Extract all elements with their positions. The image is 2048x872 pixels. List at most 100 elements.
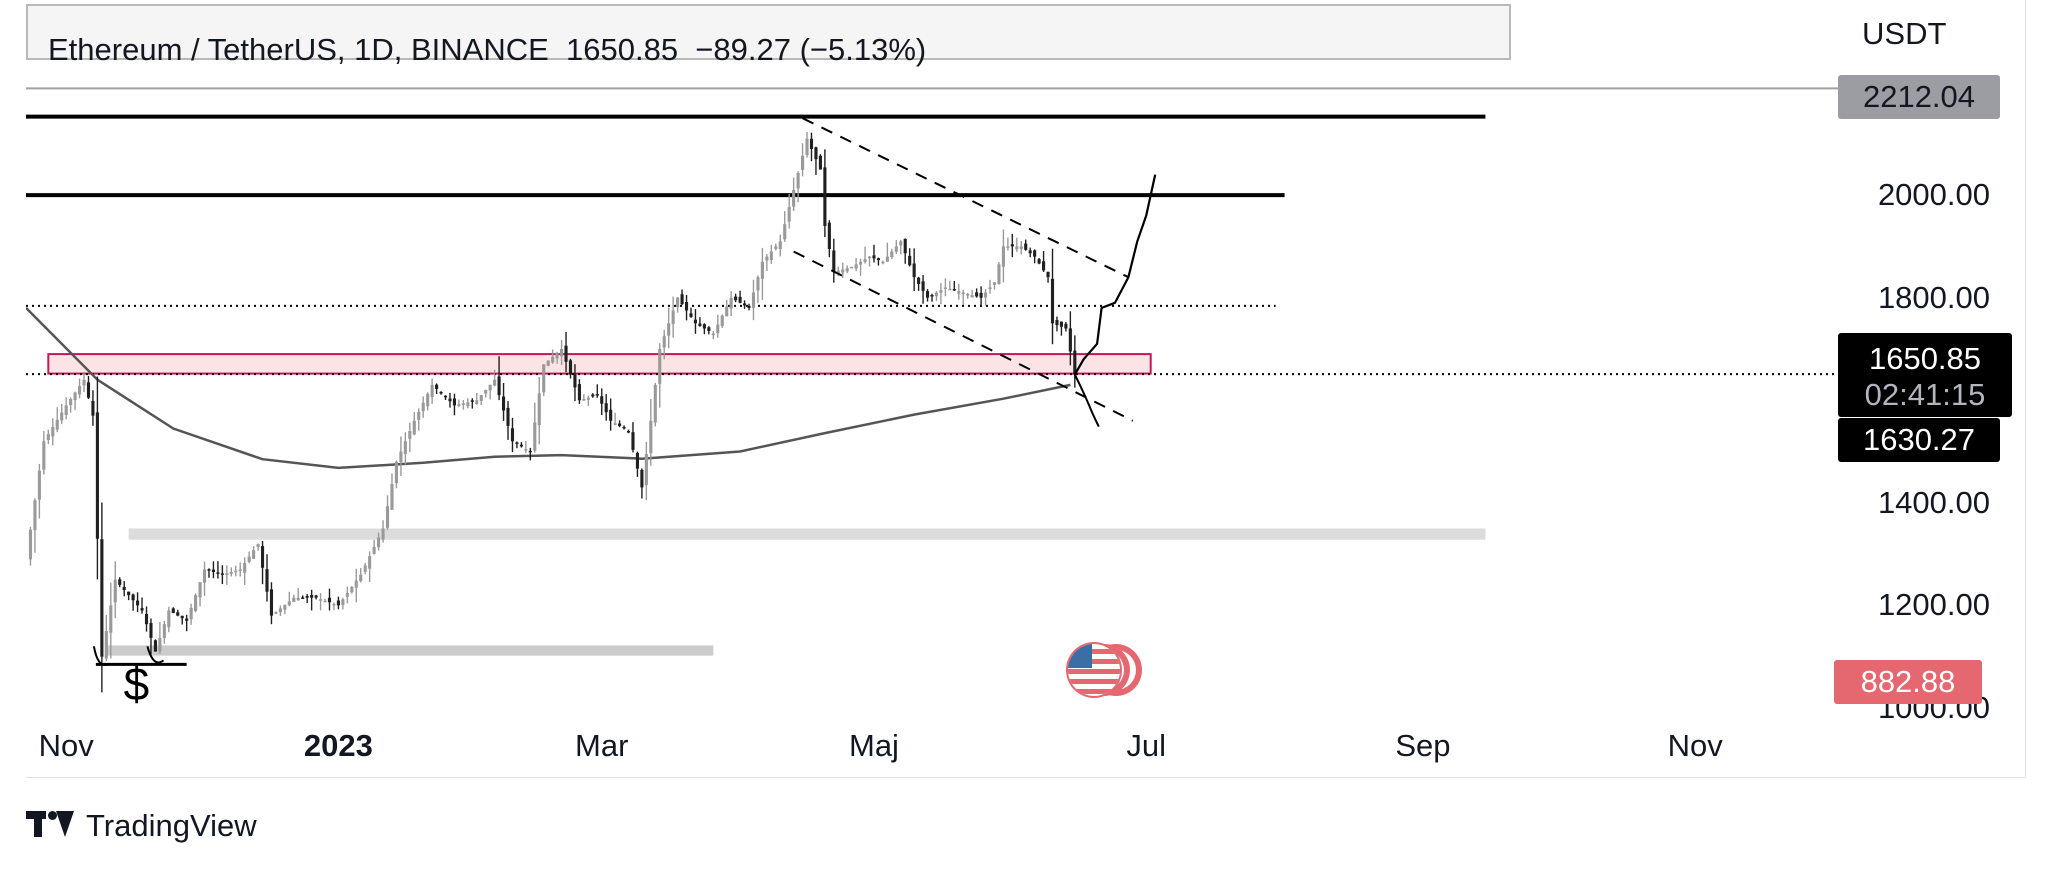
- candle: [524, 441, 528, 454]
- candle: [77, 378, 82, 399]
- candle: [622, 425, 626, 430]
- candle-body: [635, 452, 640, 469]
- candle: [318, 593, 323, 611]
- candle-body: [823, 167, 827, 226]
- candle-body: [149, 623, 153, 638]
- candle: [207, 568, 211, 578]
- candle-body: [448, 398, 452, 402]
- candle: [676, 296, 680, 313]
- projection-path: [1073, 174, 1157, 376]
- candle-body: [479, 395, 483, 401]
- candle-body: [497, 376, 501, 396]
- candle-body: [1015, 246, 1019, 250]
- candle: [850, 266, 854, 269]
- candle: [377, 532, 381, 551]
- candle: [680, 289, 684, 306]
- candle: [171, 607, 175, 614]
- candle-body: [122, 586, 126, 590]
- candle: [131, 593, 135, 611]
- candle: [890, 248, 894, 259]
- candle-body: [252, 550, 256, 559]
- candle-body: [676, 297, 680, 308]
- candle: [809, 132, 814, 162]
- candle-body: [256, 543, 260, 547]
- candle-body: [729, 297, 733, 309]
- candle: [287, 591, 291, 607]
- candle-body: [368, 556, 372, 569]
- candle: [149, 618, 153, 655]
- candle: [635, 451, 640, 477]
- candle-body: [310, 594, 314, 598]
- candle-body: [292, 597, 296, 602]
- candle-body: [939, 290, 943, 293]
- candle-body: [104, 631, 108, 659]
- candle-body: [805, 138, 809, 155]
- candle-body: [577, 384, 581, 401]
- symbol-legend[interactable]: Ethereum / TetherUS, 1D, BINANCE 1650.85…: [26, 4, 1511, 67]
- candle-body: [314, 595, 318, 598]
- candle: [756, 275, 760, 304]
- candle-body: [769, 251, 773, 261]
- candle-body: [37, 470, 41, 500]
- candle: [323, 598, 327, 603]
- candle-body: [975, 292, 979, 297]
- candle-body: [283, 604, 287, 610]
- candle-body: [680, 294, 684, 305]
- candle-body: [560, 348, 564, 357]
- tradingview-logo[interactable]: TradingView: [26, 806, 257, 846]
- candle-body: [354, 580, 358, 588]
- candle-body: [836, 270, 840, 274]
- candle: [948, 280, 952, 291]
- candle: [359, 568, 363, 583]
- candle-body: [109, 605, 113, 633]
- candle: [229, 567, 233, 577]
- candle: [345, 586, 349, 604]
- candle: [827, 220, 831, 258]
- candle-body: [760, 261, 764, 279]
- candle: [742, 300, 747, 309]
- dollar-annotation: $: [123, 658, 150, 711]
- candle: [95, 376, 99, 580]
- candle: [461, 400, 465, 410]
- candle: [327, 588, 332, 611]
- candle-body: [336, 600, 340, 606]
- candle: [975, 288, 979, 298]
- candle: [783, 211, 787, 242]
- candle: [457, 399, 461, 408]
- candle: [73, 391, 77, 411]
- candle: [408, 422, 412, 453]
- candle-body: [671, 310, 675, 325]
- candle: [1024, 239, 1028, 251]
- candle: [283, 604, 287, 615]
- candle: [113, 561, 117, 619]
- candle: [435, 383, 439, 395]
- candle: [60, 403, 64, 424]
- candle-body: [64, 405, 68, 415]
- candle: [894, 240, 898, 255]
- candle-body: [796, 172, 800, 189]
- candle: [1010, 233, 1014, 258]
- candle: [305, 594, 309, 604]
- candle-body: [1059, 321, 1063, 327]
- candle-body: [961, 292, 965, 295]
- candle-body: [136, 600, 140, 606]
- candle: [430, 378, 434, 404]
- candle: [698, 317, 702, 327]
- candle-body: [95, 412, 99, 539]
- candle: [577, 379, 581, 404]
- bar-countdown: 02:41:15: [1864, 377, 1986, 412]
- candle: [51, 418, 55, 446]
- candle: [961, 289, 965, 305]
- candle-body: [992, 282, 997, 285]
- candle: [823, 149, 827, 238]
- candle: [560, 340, 564, 365]
- candle: [426, 392, 430, 411]
- candle: [265, 554, 269, 602]
- candle-body: [653, 384, 657, 423]
- brand-name: TradingView: [86, 808, 257, 843]
- candle-body: [1028, 250, 1032, 254]
- candle-body: [841, 269, 845, 273]
- candle: [1055, 316, 1059, 332]
- candle-body: [372, 546, 376, 554]
